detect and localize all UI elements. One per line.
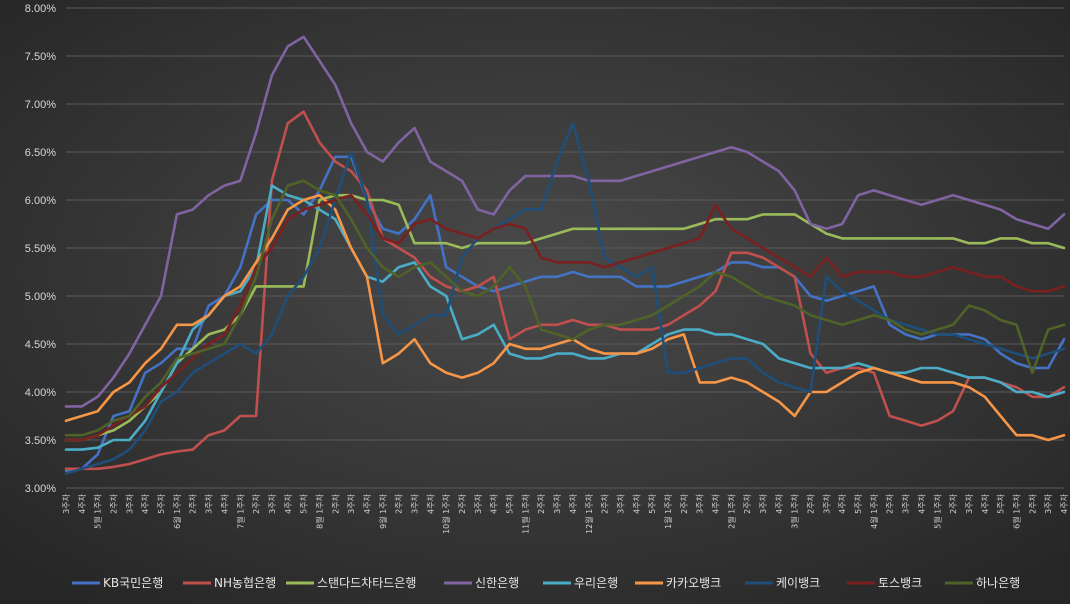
x-tick-label: 3주차: [474, 493, 483, 513]
x-tick-label: 5주차: [300, 493, 309, 513]
x-tick-label: 4주차: [220, 493, 229, 513]
x-tick-label: 6월 1주차: [1011, 493, 1021, 528]
x-tick-label: 4월 1주차: [869, 493, 879, 528]
x-tick-label: 4주차: [363, 493, 372, 513]
y-tick-label: 4.00%: [25, 387, 56, 399]
x-tick-label: 4주차: [569, 493, 578, 513]
legend-label: 우리은행: [574, 575, 618, 590]
x-tick-label: 5월 1주차: [93, 493, 103, 528]
x-tick-label: 2주차: [537, 493, 546, 513]
gridlines: [66, 7, 1064, 489]
x-tick-label: 2월 1주차: [726, 493, 736, 528]
x-tick-label: 3주차: [62, 493, 71, 513]
x-tick-label: 3월 1주차: [790, 493, 800, 528]
x-tick-label: 4주차: [426, 493, 435, 513]
x-tick-label: 3주차: [553, 493, 562, 513]
series-line-8: [64, 179, 1066, 437]
x-tick-label: 3주차: [616, 493, 625, 513]
x-tick-label: 4주차: [838, 493, 847, 513]
x-tick-label: 11월 1주차: [520, 493, 530, 534]
series-line-4: [64, 184, 1066, 451]
x-tick-label: 5주차: [648, 493, 657, 513]
y-tick-label: 6.00%: [25, 195, 56, 207]
x-tick-label: 2주차: [1028, 493, 1037, 513]
x-tick-label: 3주차: [205, 493, 214, 513]
x-tick-label: 2주차: [395, 493, 404, 513]
x-tick-label: 12월 1주차: [584, 493, 594, 534]
x-tick-label: 5주차: [506, 493, 515, 513]
series-line-6: [64, 121, 1066, 475]
series-line-5: [64, 193, 1066, 442]
x-tick-label: 3주차: [759, 493, 768, 513]
x-tick-label: 7월 1주차: [235, 493, 245, 528]
x-tick-label: 5주차: [157, 493, 166, 513]
legend-label: 토스뱅크: [878, 576, 922, 590]
x-tick-label: 2주차: [807, 493, 816, 513]
x-tick-label: 4주차: [775, 493, 784, 513]
x-tick-label: 2주차: [886, 493, 895, 513]
x-tick-label: 2주차: [189, 493, 198, 513]
x-tick-label: 2주차: [743, 493, 752, 513]
y-tick-label: 7.50%: [25, 51, 56, 63]
series-line-1: [64, 110, 1066, 471]
x-tick-label: 3주차: [411, 493, 420, 513]
x-tick-label: 3주차: [696, 493, 705, 513]
x-tick-label: 3주차: [902, 493, 911, 513]
x-tick-label: 2주차: [110, 493, 119, 513]
x-tick-label: 9월 1주차: [378, 493, 388, 528]
x-tick-label: 4주차: [78, 493, 87, 513]
legend-label: 카카오뱅크: [666, 576, 721, 590]
x-tick-label: 4주차: [490, 493, 499, 513]
x-tick-label: 2주차: [458, 493, 467, 513]
series-line-3: [64, 35, 1066, 408]
x-tick-label: 6월 1주차: [172, 493, 182, 528]
x-tick-label: 10월 1주차: [441, 493, 451, 534]
legend-label: 신한은행: [475, 575, 519, 590]
x-tick-label: 4주차: [981, 493, 990, 513]
y-tick-label: 4.50%: [25, 339, 56, 351]
x-tick-label: 1월 1주차: [663, 493, 673, 528]
legend-label: 케이뱅크: [776, 576, 820, 590]
x-tick-label: 2주차: [949, 493, 958, 513]
x-tick-label: 5주차: [997, 493, 1006, 513]
y-tick-label: 6.50%: [25, 147, 56, 159]
legend-label: KB국민은행: [103, 575, 163, 590]
y-tick-label: 5.00%: [25, 291, 56, 303]
x-tick-label: 5월 1주차: [932, 493, 942, 528]
series-line-0: [64, 155, 1066, 473]
x-tick-label: 3주차: [125, 493, 134, 513]
y-axis: 3.00% 3.50% 4.00% 4.50% 5.00% 5.50% 6.00% 6.50%…: [25, 3, 56, 495]
legend-label: NH농협은행: [214, 575, 276, 590]
legend: KB국민은행 NH농협은행 스탠다드차타드은행 신한은행 우리은행 카카오뱅크 케이뱅크 토스…: [72, 575, 1020, 590]
y-tick-label: 8.00%: [25, 3, 56, 15]
x-axis: 3주차 4주차 5월 1주차 2주차 3주차 4주차 5주차 6월 1주차 2주차 3주차 4주차 7…: [62, 493, 1069, 534]
series-lines: [64, 35, 1066, 475]
x-tick-label: 3주차: [347, 493, 356, 513]
x-tick-label: 4주차: [711, 493, 720, 513]
legend-label: 스탠다드차타드은행: [317, 575, 416, 590]
x-tick-label: 3주차: [965, 493, 974, 513]
x-tick-label: 4주차: [632, 493, 641, 513]
x-tick-label: 2주차: [331, 493, 340, 513]
x-tick-label: 8월 1주차: [314, 493, 324, 528]
y-tick-label: 7.00%: [25, 99, 56, 111]
x-tick-label: 2주차: [680, 493, 689, 513]
x-tick-label: 2주차: [601, 493, 610, 513]
legend-label: 하나은행: [976, 575, 1020, 590]
x-tick-label: 4주차: [1060, 493, 1069, 513]
y-tick-label: 3.00%: [25, 483, 56, 495]
series-line-7: [64, 193, 1066, 442]
x-tick-label: 3주차: [822, 493, 831, 513]
x-tick-label: 5주차: [854, 493, 863, 513]
x-tick-label: 2주차: [252, 493, 261, 513]
x-tick-label: 4주차: [917, 493, 926, 513]
x-tick-label: 4주차: [141, 493, 150, 513]
x-tick-label: 3주차: [1044, 493, 1053, 513]
x-tick-label: 4주차: [284, 493, 293, 513]
x-tick-label: 3주차: [268, 493, 277, 513]
y-tick-label: 3.50%: [25, 435, 56, 447]
y-tick-label: 5.50%: [25, 243, 56, 255]
